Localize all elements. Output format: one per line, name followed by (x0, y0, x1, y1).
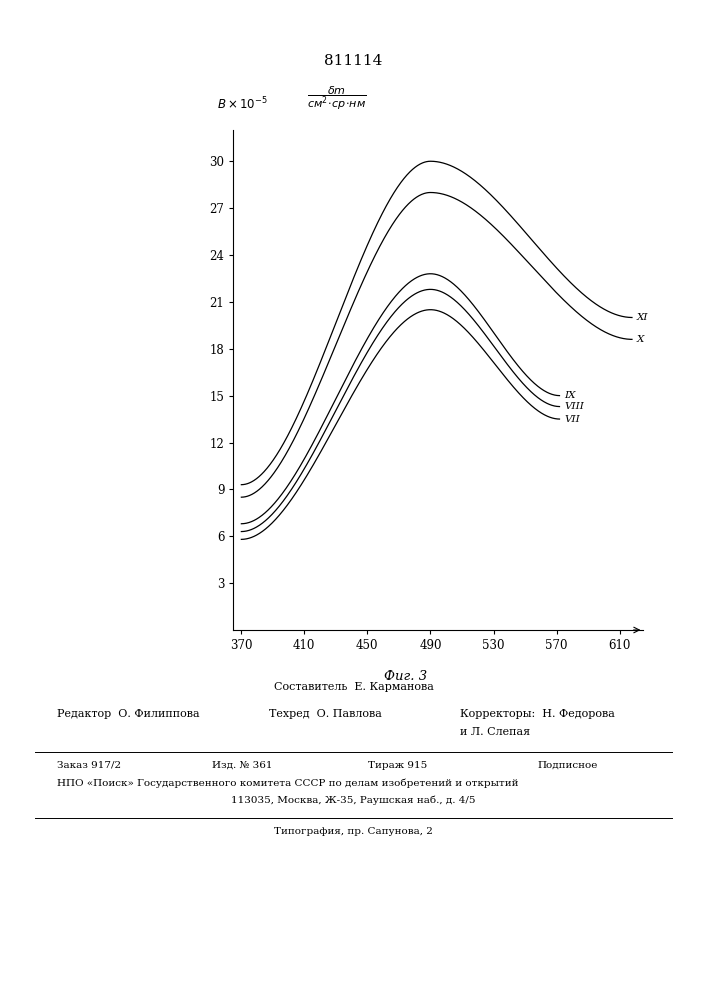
Text: XI: XI (637, 313, 648, 322)
Text: Редактор  О. Филиппова: Редактор О. Филиппова (57, 709, 199, 719)
Text: VIII: VIII (564, 402, 585, 411)
Text: НПО «Поиск» Государственного комитета СССР по делам изобретений и открытий: НПО «Поиск» Государственного комитета СС… (57, 778, 518, 788)
Text: $\dfrac{\delta m}{c м^2 \!\cdot\! c р \!\cdot\! н м}$: $\dfrac{\delta m}{c м^2 \!\cdot\! c р \!… (307, 85, 367, 112)
Text: Изд. № 361: Изд. № 361 (212, 761, 273, 770)
Text: Тираж 915: Тираж 915 (368, 761, 427, 770)
Text: Техред  О. Павлова: Техред О. Павлова (269, 709, 382, 719)
Text: VII: VII (564, 415, 580, 424)
Text: Корректоры:  Н. Федорова: Корректоры: Н. Федорова (460, 709, 614, 719)
Text: Типография, пр. Сапунова, 2: Типография, пр. Сапунова, 2 (274, 827, 433, 836)
Text: Составитель  Е. Карманова: Составитель Е. Карманова (274, 682, 433, 692)
Text: Подписное: Подписное (537, 761, 597, 770)
Text: Фиг. 3: Фиг. 3 (384, 670, 427, 683)
Text: Заказ 917/2: Заказ 917/2 (57, 761, 121, 770)
Text: и Л. Слепая: и Л. Слепая (460, 727, 530, 737)
Text: 113035, Москва, Ж-35, Раушская наб., д. 4/5: 113035, Москва, Ж-35, Раушская наб., д. … (231, 796, 476, 805)
Text: 811114: 811114 (325, 54, 382, 68)
Text: $B \times 10^{-5}$: $B \times 10^{-5}$ (217, 96, 268, 112)
Text: X: X (637, 335, 645, 344)
Text: IX: IX (564, 391, 576, 400)
